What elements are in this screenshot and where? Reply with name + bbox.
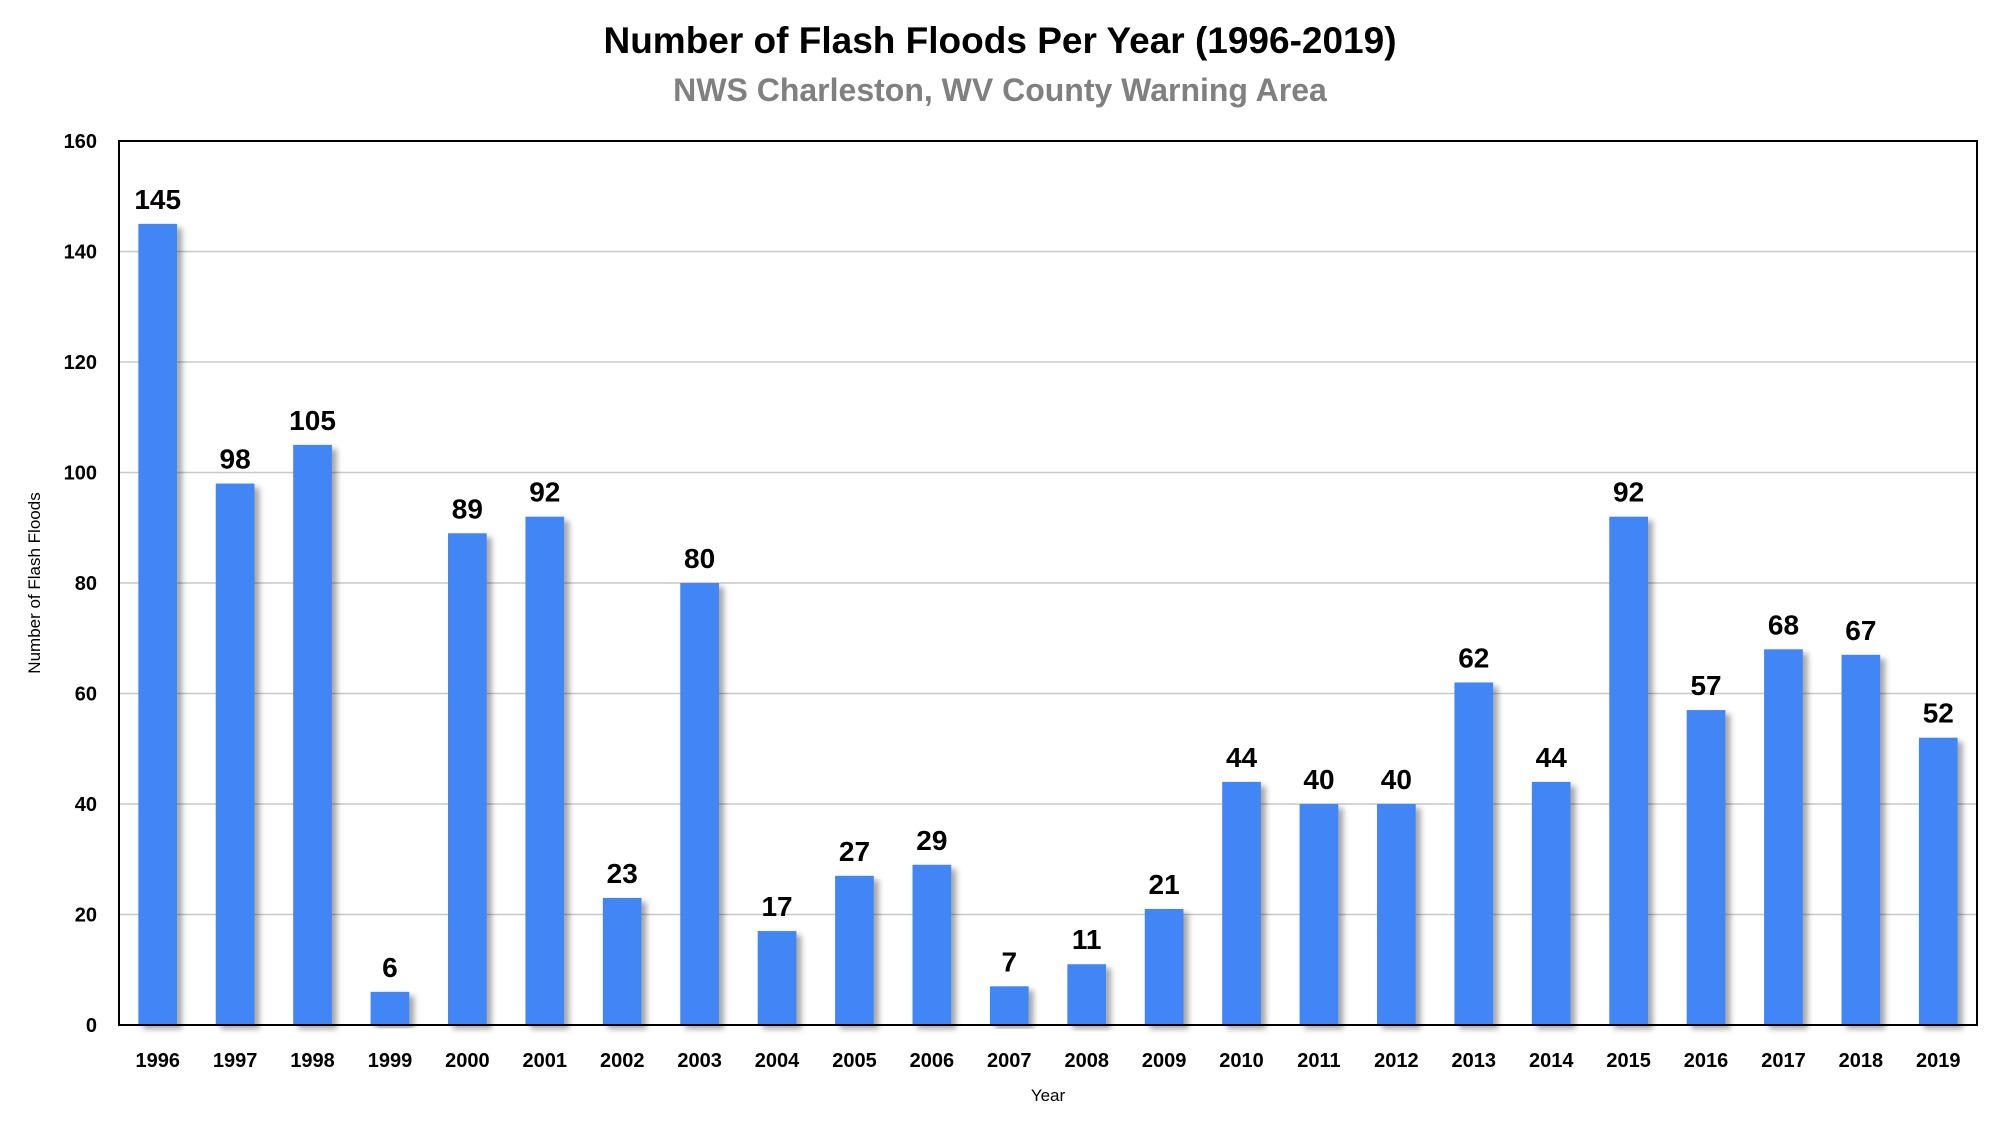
- x-tick-label-2007: 2007: [987, 1050, 1032, 1072]
- bar-2015: [1609, 516, 1648, 1025]
- data-label-2011: 40: [1303, 764, 1334, 795]
- x-tick-label-2018: 2018: [1839, 1050, 1884, 1072]
- data-label-2008: 11: [1072, 924, 1102, 955]
- data-label-2003: 80: [684, 543, 715, 574]
- x-tick-label-2005: 2005: [832, 1050, 877, 1072]
- x-tick-label-2003: 2003: [677, 1050, 722, 1072]
- bar-2001: [525, 516, 565, 1025]
- chart-subtitle: NWS Charleston, WV County Warning Area: [673, 72, 1327, 108]
- x-tick-label-2010: 2010: [1219, 1050, 1264, 1072]
- y-tick-label: 140: [64, 242, 97, 264]
- bar-2011: [1299, 804, 1339, 1025]
- x-tick-label-2001: 2001: [523, 1050, 568, 1072]
- y-tick-label: 100: [64, 463, 97, 485]
- bar-2009: [1144, 908, 1184, 1025]
- x-tick-label-2006: 2006: [910, 1050, 955, 1072]
- data-label-2015: 92: [1613, 477, 1644, 508]
- y-tick-label: 80: [75, 573, 97, 595]
- y-tick-label: 40: [75, 794, 97, 816]
- labels: 0 20 40 60 80 100 120 140 160 145 1996 98 1997 105 199…: [64, 131, 1961, 1072]
- data-label-1996: 145: [134, 184, 181, 215]
- data-label-2009: 21: [1149, 869, 1180, 900]
- plot-area-border: [118, 140, 1978, 1026]
- x-tick-label-2008: 2008: [1064, 1050, 1109, 1072]
- data-label-2002: 23: [607, 858, 638, 889]
- bar-2016: [1686, 710, 1726, 1025]
- data-label-2007: 7: [1002, 946, 1018, 977]
- bar-1996: [138, 223, 178, 1025]
- x-tick-label-2011: 2011: [1297, 1050, 1340, 1072]
- bar-2004: [757, 931, 797, 1025]
- y-tick-label: 0: [86, 1015, 97, 1037]
- y-tick-label: 60: [75, 684, 97, 706]
- x-tick-label-2013: 2013: [1452, 1050, 1497, 1072]
- data-label-2006: 29: [916, 825, 947, 856]
- bar-1999: [370, 991, 410, 1025]
- data-label-2004: 17: [761, 891, 792, 922]
- bar-2018: [1841, 654, 1881, 1025]
- x-tick-label-2012: 2012: [1374, 1050, 1419, 1072]
- data-label-1998: 105: [289, 405, 336, 436]
- bar-2010: [1222, 781, 1261, 1025]
- y-axis-title: Number of Flash Floods: [25, 492, 44, 673]
- y-tick-label: 160: [64, 131, 97, 153]
- data-label-2017: 68: [1768, 609, 1799, 640]
- x-tick-label-2002: 2002: [600, 1050, 645, 1072]
- data-label-1999: 6: [382, 952, 398, 983]
- data-label-2005: 27: [839, 836, 870, 867]
- bar-2008: [1067, 964, 1107, 1025]
- chart-title: Number of Flash Floods Per Year (1996-20…: [603, 20, 1397, 61]
- x-tick-label-2009: 2009: [1142, 1050, 1187, 1072]
- bar-2007: [989, 986, 1029, 1025]
- data-label-2016: 57: [1690, 670, 1721, 701]
- data-label-2010: 44: [1226, 742, 1258, 773]
- x-tick-label-1997: 1997: [213, 1050, 258, 1072]
- bar-2014: [1531, 781, 1571, 1025]
- x-tick-label-1998: 1998: [290, 1050, 335, 1072]
- bar-2000: [448, 533, 487, 1025]
- bar-2003: [680, 583, 719, 1025]
- bar-2013: [1454, 682, 1494, 1025]
- x-tick-label-2017: 2017: [1761, 1050, 1806, 1072]
- data-label-2000: 89: [452, 493, 483, 524]
- x-tick-label-2000: 2000: [445, 1050, 490, 1072]
- bar-2002: [602, 897, 642, 1025]
- data-label-2019: 52: [1923, 698, 1954, 729]
- y-tick-label: 120: [64, 352, 97, 374]
- data-label-2001: 92: [529, 477, 560, 508]
- bar-2019: [1918, 737, 1958, 1025]
- bar-2017: [1764, 649, 1803, 1025]
- x-tick-label-1996: 1996: [135, 1050, 180, 1072]
- data-label-2018: 67: [1845, 615, 1876, 646]
- x-tick-label-1999: 1999: [368, 1050, 413, 1072]
- x-tick-label-2014: 2014: [1529, 1050, 1574, 1072]
- data-label-2013: 62: [1458, 642, 1489, 673]
- x-tick-label-2016: 2016: [1684, 1050, 1729, 1072]
- gridlines: [119, 250, 1977, 916]
- x-tick-label-2015: 2015: [1606, 1050, 1651, 1072]
- data-label-1997: 98: [220, 444, 251, 475]
- y-tick-label: 20: [75, 905, 97, 927]
- x-axis-title: Year: [1031, 1086, 1066, 1105]
- bars: [138, 223, 1958, 1025]
- bar-2005: [835, 875, 874, 1025]
- x-tick-label-2019: 2019: [1916, 1050, 1961, 1072]
- data-label-2014: 44: [1536, 742, 1568, 773]
- bar-1998: [293, 444, 332, 1025]
- bar-2012: [1377, 804, 1416, 1025]
- bar-2006: [912, 864, 952, 1025]
- bar-1997: [215, 483, 255, 1025]
- data-label-2012: 40: [1381, 764, 1412, 795]
- x-tick-label-2004: 2004: [755, 1050, 800, 1072]
